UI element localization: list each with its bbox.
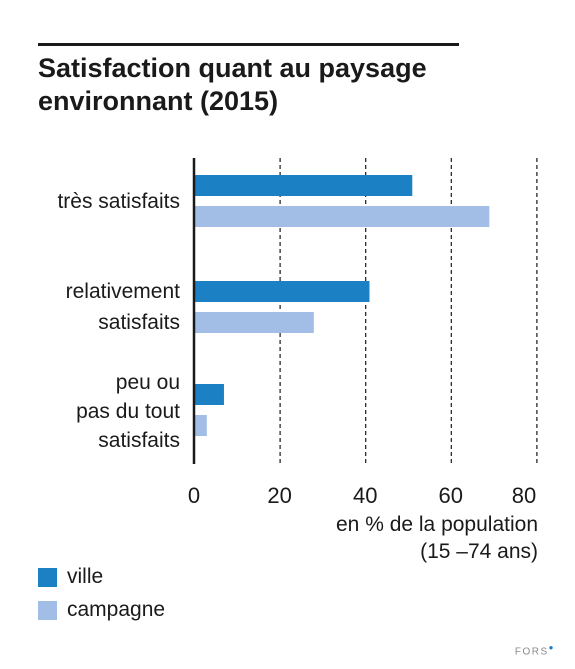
logo-text: FORS bbox=[514, 646, 549, 657]
legend-item-campagne: campagne bbox=[38, 595, 165, 625]
category-label: très satisfaits bbox=[57, 190, 180, 213]
category-labels: très satisfaits relativement satisfaits peu… bbox=[57, 190, 180, 452]
legend-swatch-ville bbox=[38, 567, 57, 587]
x-tick-label: 80 bbox=[512, 483, 536, 508]
x-tick-labels: 0 20 40 60 80 bbox=[188, 483, 536, 508]
category-label: pas du tout bbox=[76, 400, 180, 423]
bar-campagne-1 bbox=[194, 206, 490, 227]
legend-swatch-campagne bbox=[38, 600, 57, 620]
bar-ville-1 bbox=[194, 175, 413, 196]
x-axis-label-line: en % de la population bbox=[336, 513, 538, 536]
bars bbox=[194, 175, 490, 436]
x-axis-label-line: (15 –74 ans) bbox=[420, 540, 538, 563]
fors-logo: FORS● bbox=[515, 643, 555, 657]
x-axis-label: en % de la population (15 –74 ans) bbox=[336, 513, 538, 563]
category-label: satisfaits bbox=[98, 311, 180, 334]
x-tick-label: 40 bbox=[353, 483, 377, 508]
bar-ville-2 bbox=[194, 281, 370, 302]
legend-label-ville: ville bbox=[67, 565, 104, 588]
bar-campagne-3 bbox=[194, 415, 207, 436]
x-tick-label: 60 bbox=[439, 483, 463, 508]
x-tick-label: 20 bbox=[267, 483, 291, 508]
title-rule bbox=[38, 43, 459, 46]
logo-dot-icon: ● bbox=[548, 642, 555, 652]
legend-item-ville: ville bbox=[38, 562, 165, 592]
legend-label-campagne: campagne bbox=[67, 598, 166, 621]
category-label: satisfaits bbox=[98, 429, 180, 452]
bar-ville-3 bbox=[194, 384, 224, 405]
grid-lines bbox=[279, 158, 538, 464]
chart-title: Satisfaction quant au paysage environnan… bbox=[38, 53, 427, 116]
bar-campagne-2 bbox=[194, 312, 314, 333]
category-label: relativement bbox=[66, 280, 181, 303]
legend: ville campagne bbox=[38, 562, 165, 628]
x-tick-label: 0 bbox=[188, 483, 200, 508]
category-label: peu ou bbox=[116, 371, 180, 394]
